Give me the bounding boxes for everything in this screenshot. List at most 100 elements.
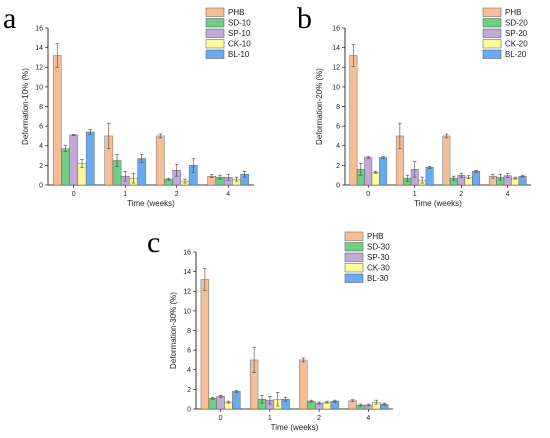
panel-a-ytick-label: 12: [35, 65, 43, 72]
panel-a-legend-label: BL-10: [228, 50, 250, 59]
panel-a-legend-label: SP-10: [228, 29, 251, 38]
panel-a-ytick-label: 2: [39, 163, 43, 170]
panel-c-xtick-label: 2: [317, 415, 321, 422]
panel-c-ylabel: Deformation-30% (%): [169, 292, 178, 369]
panel-a-error-bar: [234, 176, 239, 182]
panel-b-error-bar: [359, 163, 363, 176]
panel-b-error-bar: [505, 173, 510, 178]
panel-a-ytick-label: 16: [35, 25, 43, 32]
panel-b-error-bar: [412, 161, 417, 178]
panel-c-error-bar: [210, 396, 215, 400]
panel-b-ylabel: Deformation-20% (%): [315, 68, 324, 145]
panel-c-legend-swatch: [344, 231, 364, 241]
panel-c-ytick-label: 6: [187, 348, 191, 355]
panel-b-bar-phb-week-2: [442, 135, 451, 186]
panel-c-bar-phb-week-0: [200, 279, 210, 410]
panel-a-ytick-label: 6: [39, 124, 43, 131]
panel-b-xtick-label: 2: [459, 191, 463, 198]
panel-a-bar-bl-week-0: [85, 131, 95, 186]
panel-b-legend-swatch: [482, 39, 502, 49]
panel-b-ytick-label: 8: [336, 104, 340, 111]
panel-a-legend-swatch: [205, 28, 225, 38]
panel-b-error-bar: [444, 133, 449, 139]
panel-b-ytick-label: 14: [332, 45, 340, 52]
panel-b-bar-ck-week-0: [371, 172, 380, 186]
panel-a-xtick-label: 4: [226, 191, 230, 198]
panel-a-legend-label: PHB: [228, 8, 244, 17]
panel-b-legend-label: PHB: [505, 8, 521, 17]
panel-a-error-bar: [174, 164, 179, 177]
panel-a-error-bar: [158, 133, 163, 139]
panel-a-error-bar: [242, 170, 247, 178]
panel-b-error-bar: [427, 166, 432, 169]
panel-a-ytick-label: 14: [35, 45, 43, 52]
panel-c-bar-bl-week-0: [232, 391, 241, 410]
panel-b-xtick-label: 1: [413, 191, 417, 198]
panel-c-legend-label: CK-30: [367, 264, 390, 273]
panel-a-error-bar: [123, 170, 128, 182]
panel-b-error-bar: [420, 176, 424, 184]
panel-b-ytick-label: 12: [332, 65, 340, 72]
panel-b-ytick-label: 10: [332, 84, 340, 91]
panel-b-error-bar: [520, 174, 525, 178]
panel-a-bar-phb-week-2: [155, 135, 165, 186]
panel-c-ytick-label: 2: [187, 387, 191, 394]
panel-b-legend-swatch: [482, 49, 502, 59]
panel-c-legend-label: PHB: [367, 232, 383, 241]
panel-b-error-bar: [405, 174, 410, 182]
panel-b-ytick-label: 0: [336, 182, 340, 189]
panel-a-error-bar: [218, 174, 222, 180]
panel-a-error-bar: [139, 154, 144, 163]
panel-c-error-bar: [382, 402, 386, 406]
panel-b-bar-bl-week-4: [518, 175, 527, 186]
panel-c-error-bar: [374, 399, 379, 405]
panel-b-error-bar: [459, 172, 464, 178]
panel-c-legend-swatch: [344, 273, 364, 283]
panel-b-error-bar: [498, 173, 503, 181]
panel-b-bar-bl-week-2: [472, 171, 481, 186]
panel-a-ytick-label: 0: [39, 182, 43, 189]
panel-a-legend-label: CK-10: [228, 40, 251, 49]
panel-a-error-bar: [88, 129, 93, 135]
panel-a-xtick-label: 1: [123, 191, 127, 198]
panel-b-legend-label: SD-20: [505, 19, 528, 28]
panel-c-xtick-label: 4: [366, 415, 370, 422]
panel-c-error-bar: [301, 357, 306, 363]
panel-b-error-bar: [373, 170, 378, 174]
panel-c-error-bar: [317, 401, 321, 405]
panel-c-bar-sd-week-0: [208, 398, 217, 410]
panel-b-xtick-label: 0: [366, 191, 370, 198]
panel-c-bar-phb-week-2: [299, 359, 308, 410]
panel-b-bar-bl-week-0: [379, 157, 388, 186]
panel-c-ytick-label: 4: [187, 367, 191, 374]
panel-a-error-bar: [55, 43, 60, 68]
panel-a-xlabel: Time (weeks): [127, 199, 175, 208]
panel-a-legend-label: SD-10: [228, 19, 251, 28]
panel-a-error-bar: [63, 145, 68, 152]
panel-b-legend-label: CK-20: [505, 40, 528, 49]
panel-c-ytick-label: 14: [183, 269, 191, 276]
panel-c-error-bar: [218, 394, 223, 398]
panel-c-error-bar: [358, 403, 363, 407]
panel-c-error-bar: [203, 268, 207, 291]
panel-c-xtick-label: 0: [219, 415, 223, 422]
panel-c-xlabel: Time (weeks): [271, 423, 319, 432]
panel-b-error-bar: [491, 173, 495, 179]
panel-b-ytick-label: 6: [336, 124, 340, 131]
panel-c-legend-swatch: [344, 252, 364, 262]
panel-b-letter: b: [297, 2, 312, 35]
panel-c-bar-sp-week-0: [216, 396, 225, 410]
panel-c-ytick-label: 16: [183, 249, 191, 256]
panel-c-error-bar: [333, 399, 337, 403]
panel-a-xtick-label: 2: [175, 191, 179, 198]
panel-a-error-bar: [226, 173, 231, 181]
panel-a-letter: a: [3, 2, 16, 35]
panel-c-error-bar: [325, 400, 329, 404]
panel-b-legend-swatch: [482, 7, 502, 17]
panel-c-error-bar: [275, 392, 280, 407]
